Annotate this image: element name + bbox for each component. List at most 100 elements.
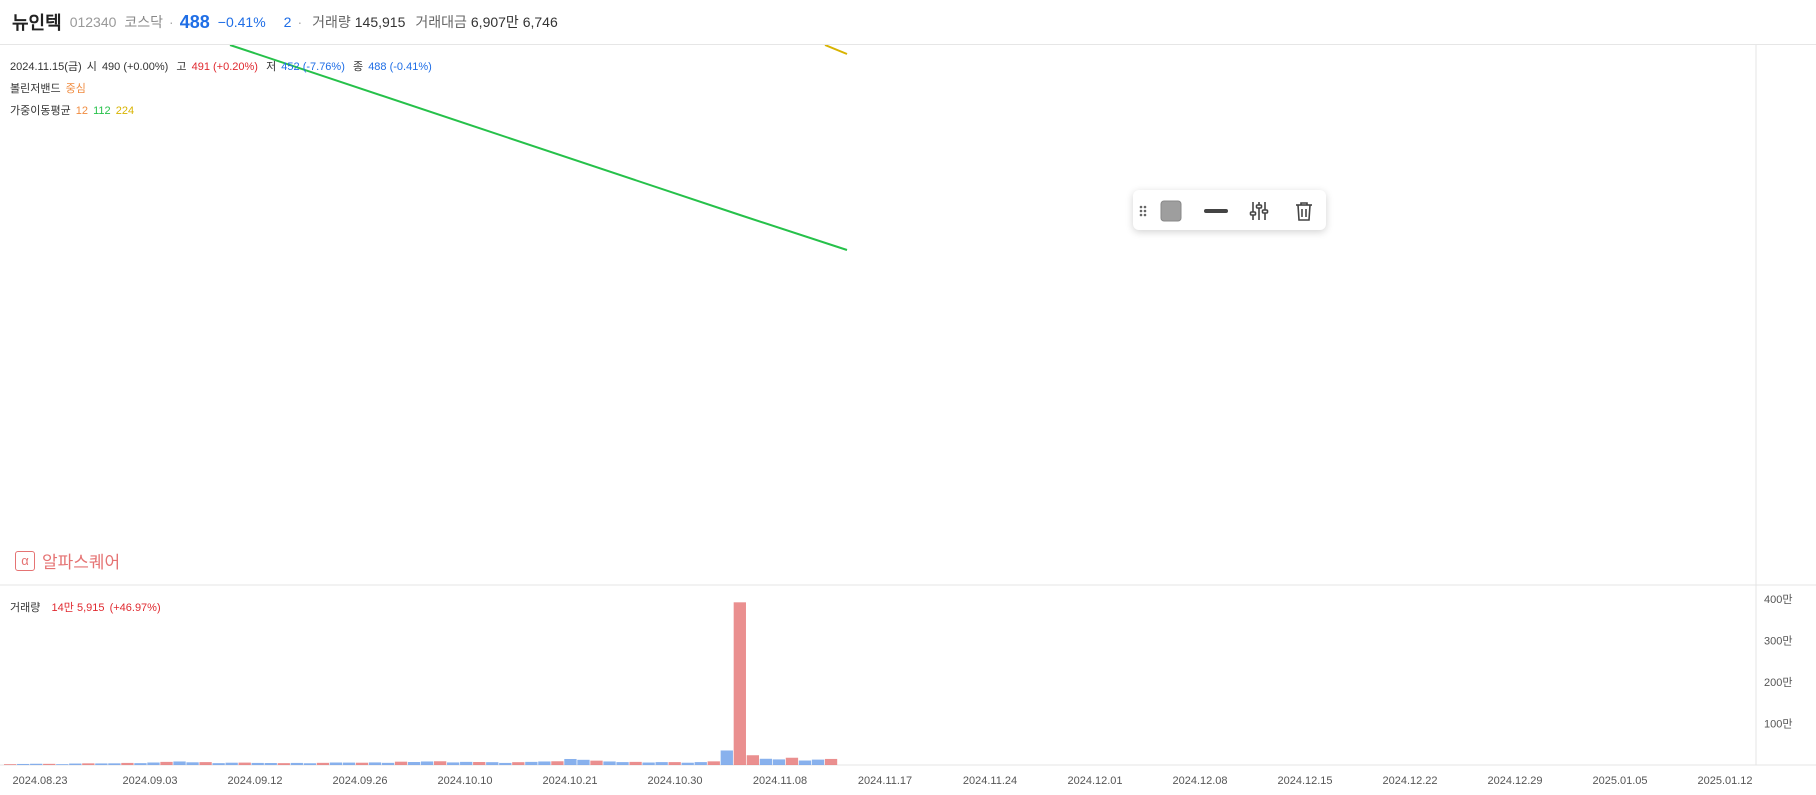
volume-bar (121, 762, 134, 765)
low-value: 452 (-7.76%) (281, 61, 345, 73)
volume-bar (746, 755, 760, 765)
high-value: 491 (+0.20%) (191, 61, 258, 73)
volume-bar (186, 762, 199, 765)
volume-bar (225, 762, 238, 765)
open-label: 시 (86, 61, 97, 73)
date-tick: 2024.12.08 (1172, 775, 1227, 787)
logo-text: 알파스퀘어 (42, 553, 121, 572)
stock-code: 012340 (69, 14, 117, 30)
volume-bar (30, 763, 43, 765)
volume-bar (147, 762, 160, 765)
stock-name: 뉴인텍 (12, 13, 62, 33)
volume-bar (160, 761, 173, 765)
volume-bar (264, 763, 277, 765)
volume-bar (512, 762, 525, 765)
drag-handle-icon[interactable] (1137, 200, 1149, 222)
volume-bar (368, 762, 382, 765)
volume-bar (616, 762, 629, 765)
price-change-abs: 2 (283, 14, 292, 30)
volume-bar (629, 761, 642, 765)
date-tick: 2024.09.12 (227, 775, 282, 787)
volume-bar (603, 761, 616, 765)
volume-bar (43, 763, 56, 765)
separator-dot: · (297, 14, 303, 30)
wma-224: 224 (115, 105, 135, 117)
amount-value: 6,907만 6,746 (470, 14, 558, 30)
volume-bar (251, 762, 264, 765)
bollinger-center: 중심 (65, 83, 86, 95)
volume-bar (69, 763, 82, 765)
volume-bar (577, 759, 590, 765)
stock-header: 뉴인텍 012340 코스닥 · 488 −0.41% 2 · 거래량 145,… (0, 0, 1816, 45)
volume-tick-4: 400만 (1764, 593, 1792, 606)
volume-bar (199, 762, 212, 765)
market-name: 코스닥 (124, 14, 164, 30)
volume-bar (694, 762, 707, 765)
volume-bar (486, 762, 499, 765)
volume-legend-change: (+46.97%) (109, 602, 161, 614)
date-tick: 2024.10.21 (542, 775, 597, 787)
volume-bar (355, 762, 369, 765)
volume-bar (798, 760, 812, 765)
date-tick: 2025.01.12 (1697, 775, 1752, 787)
volume-bar (824, 758, 838, 765)
high-label: 고 (176, 61, 187, 73)
wma-112: 112 (93, 105, 111, 117)
wma-12: 12 (75, 105, 89, 117)
volume-bar (525, 761, 538, 765)
volume-bar (473, 762, 486, 765)
date-tick: 2024.11.17 (858, 775, 912, 787)
volume-bar (433, 761, 447, 765)
amount-label: 거래대금 (415, 14, 467, 30)
date-tick: 2025.01.05 (1592, 775, 1647, 787)
date-tick: 2024.12.15 (1277, 775, 1332, 787)
volume-tick-3: 300만 (1764, 635, 1792, 648)
volume-bar (655, 762, 668, 765)
volume-legend-value: 14만 5,915 (51, 602, 105, 614)
volume-bar (681, 762, 694, 765)
separator-dot: · (169, 14, 174, 30)
volume-bar (590, 760, 603, 765)
open-value: 490 (+0.00%) (101, 61, 169, 73)
close-label: 종 (353, 61, 364, 73)
volume-bar (733, 602, 746, 765)
volume-label: 거래량 (312, 14, 351, 30)
volume-bar (407, 762, 421, 765)
volume-bar (460, 761, 473, 765)
date-tick: 2024.12.22 (1382, 775, 1437, 787)
wma-112-line (229, 45, 848, 251)
volume-bar (290, 762, 303, 765)
volume-bar (772, 759, 786, 765)
date-tick: 2024.10.30 (647, 775, 702, 787)
volume-bar (381, 762, 395, 765)
date-tick: 2024.09.26 (332, 775, 387, 787)
volume-bar (173, 761, 186, 765)
volume-legend-label: 거래량 (10, 602, 41, 614)
volume-bar (394, 761, 408, 765)
date-tick: 2024.12.29 (1487, 775, 1542, 787)
volume-value: 145,915 (354, 14, 406, 30)
volume-bar (447, 762, 460, 765)
volume-tick-1: 100만 (1764, 718, 1792, 731)
volume-bar (707, 761, 720, 765)
price-chart[interactable]: 551541530453최고 645 (−24.34%) − 2024.11.0… (0, 45, 1816, 795)
bollinger-legend[interactable]: 볼린저밴드 중심 (10, 80, 88, 96)
wma-label: 가중이동평균 (10, 105, 71, 117)
trash-icon[interactable] (1293, 200, 1315, 222)
volume-bar (95, 763, 108, 765)
volume-tick-2: 200만 (1764, 676, 1792, 689)
price-change-pct: −0.41% (217, 14, 266, 30)
drawing-toolbar (1133, 190, 1326, 230)
low-label: 저 (266, 61, 277, 73)
volume-bar (17, 763, 30, 765)
wma-legend[interactable]: 가중이동평균 12 112 224 (10, 102, 136, 118)
volume-bar (420, 761, 434, 765)
alphasquare-logo: α 알파스퀘어 (15, 548, 120, 573)
color-swatch-button[interactable] (1160, 200, 1182, 222)
volume-bar (82, 763, 95, 765)
date-tick: 2024.11.24 (963, 775, 1017, 787)
line-style-button[interactable] (1203, 200, 1229, 222)
alpha-icon: α (15, 550, 35, 571)
settings-sliders-icon[interactable] (1248, 200, 1270, 222)
wma-224-line (824, 45, 848, 55)
